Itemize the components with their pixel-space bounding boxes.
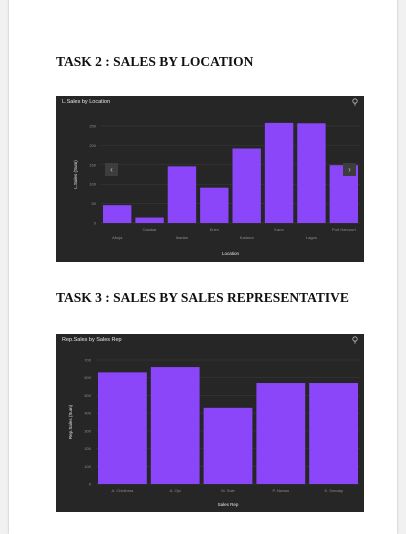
bar <box>135 217 164 223</box>
x-tick-label: Lagos <box>306 235 317 240</box>
y-tick-label: 600 <box>84 375 91 380</box>
x-tick-label: Calabar <box>143 227 158 232</box>
bar <box>203 407 253 484</box>
pin-icon[interactable] <box>351 98 359 106</box>
x-tick-label: Ibadan <box>176 235 188 240</box>
sales-rep-bar-chart: 0 100 200 300 400 500 600 700 A. Chidinma A. Ojo M… <box>68 358 360 507</box>
x-tick-label: S. Sunday <box>324 488 342 493</box>
bar <box>232 148 261 223</box>
x-tick-label: Abuja <box>112 235 123 240</box>
bar <box>150 367 200 484</box>
y-tick-label: 100 <box>89 182 96 187</box>
y-tick-label: 400 <box>84 411 91 416</box>
y-axis-title: Rep.Sales (Sum) <box>68 404 73 439</box>
x-tick-label: Kaduna <box>240 235 255 240</box>
x-axis-title: Location <box>222 251 240 256</box>
document-page: TASK 2 : SALES BY LOCATION L.Sales by Lo… <box>9 0 397 534</box>
x-tick-label: P. Nwosu <box>272 488 289 493</box>
x-tick-label: Enim <box>210 227 220 232</box>
bar <box>256 383 306 484</box>
x-axis-title: Sales Rep <box>218 502 239 507</box>
x-tick-label: M. Sule <box>221 488 235 493</box>
y-tick-label: 50 <box>92 201 97 206</box>
y-tick-label: 500 <box>84 393 91 398</box>
chevron-right-icon[interactable]: › <box>343 163 356 176</box>
bar <box>167 166 197 223</box>
y-tick-label: 0 <box>89 482 92 487</box>
task2-heading: TASK 2 : SALES BY LOCATION <box>56 54 254 69</box>
sales-rep-chart-panel: Rep.Sales by Sales Rep 0 100 200 300 400 500 6… <box>56 334 364 512</box>
location-chart-title: L.Sales by Location <box>62 99 111 105</box>
bar <box>103 205 132 223</box>
y-tick-label: 0 <box>94 221 97 226</box>
x-tick-label: Kano <box>274 227 284 232</box>
location-chart-panel: L.Sales by Location 0 50 100 150 200 250 Abuja… <box>56 96 364 262</box>
y-tick-label: 100 <box>84 464 91 469</box>
y-axis-title: L.Sales (Sum) <box>73 160 78 189</box>
bar <box>297 123 326 223</box>
y-tick-label: 700 <box>84 358 91 363</box>
bar <box>309 383 358 484</box>
y-tick-label: 150 <box>89 162 96 167</box>
location-bar-chart: 0 50 100 150 200 250 Abuja Calabar Ibadan Enim Kad… <box>73 122 360 256</box>
pin-icon[interactable] <box>351 336 359 344</box>
bar <box>264 122 294 223</box>
chevron-left-icon[interactable]: ‹ <box>105 163 118 176</box>
y-tick-label: 300 <box>84 428 91 433</box>
sales-rep-chart-title: Rep.Sales by Sales Rep <box>62 337 122 343</box>
y-tick-label: 200 <box>84 446 91 451</box>
task3-heading: TASK 3 : SALES BY SALES REPRESENTATIVE <box>56 290 349 305</box>
y-tick-label: 250 <box>89 124 96 129</box>
x-tick-label: Port Harcourt <box>332 227 357 232</box>
y-tick-label: 200 <box>89 143 96 148</box>
x-tick-label: A. Ojo <box>170 488 182 493</box>
x-tick-label: A. Chidinma <box>112 488 135 493</box>
bar <box>200 187 229 223</box>
bar <box>98 372 147 484</box>
